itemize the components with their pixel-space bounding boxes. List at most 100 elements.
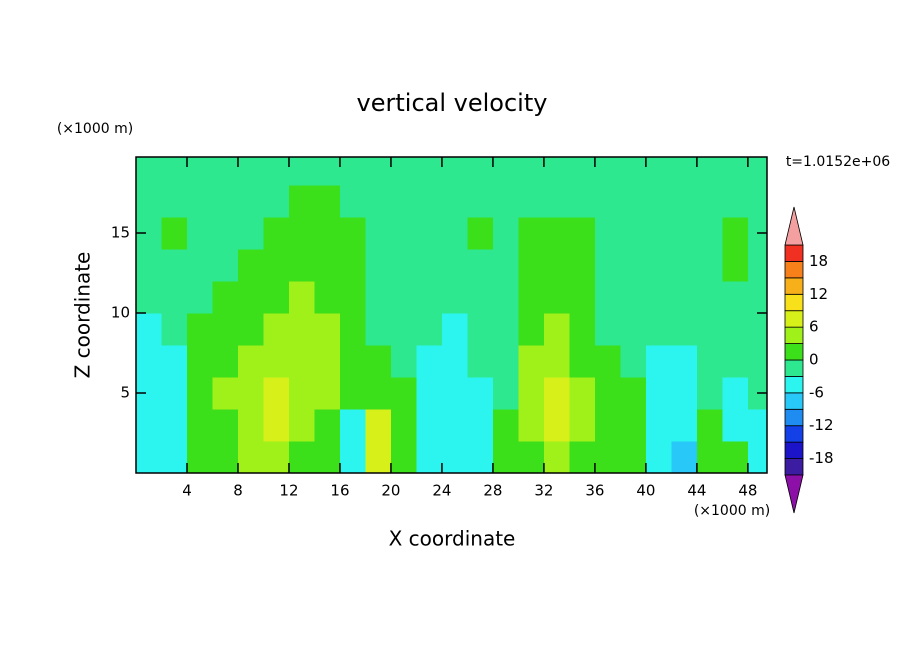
contour-cell bbox=[288, 249, 315, 282]
x-tick-label: 40 bbox=[636, 482, 655, 500]
x-tick-label: 8 bbox=[233, 482, 243, 500]
contour-cell bbox=[237, 185, 264, 218]
contour-cell bbox=[492, 313, 519, 346]
contour-cell bbox=[441, 409, 468, 442]
contour-cell bbox=[696, 441, 723, 473]
contour-cell bbox=[645, 409, 672, 442]
contour-cell bbox=[390, 345, 417, 378]
colorbar-box bbox=[784, 408, 804, 427]
contour-cell bbox=[212, 441, 239, 473]
contour-cell bbox=[467, 345, 494, 378]
contour-cell bbox=[288, 441, 315, 473]
contour-cell bbox=[212, 281, 239, 314]
contour-cell bbox=[390, 157, 417, 186]
contour-cell bbox=[492, 157, 519, 186]
colorbar-tick-label: 0 bbox=[809, 351, 819, 369]
contour-cell bbox=[390, 249, 417, 282]
contour-cell bbox=[594, 185, 621, 218]
contour-cell bbox=[569, 281, 596, 314]
contour-cell bbox=[620, 185, 647, 218]
contour-cell bbox=[543, 281, 570, 314]
contour-cell bbox=[722, 409, 749, 442]
contour-cell bbox=[365, 377, 392, 410]
y-tick-label: 10 bbox=[111, 304, 130, 322]
contour-cell bbox=[569, 157, 596, 186]
contour-cell bbox=[543, 377, 570, 410]
contour-cell bbox=[416, 313, 443, 346]
contour-cell bbox=[722, 217, 749, 250]
contour-cell bbox=[365, 313, 392, 346]
contour-cell bbox=[136, 157, 162, 186]
contour-cell bbox=[390, 185, 417, 218]
contour-field bbox=[136, 157, 767, 473]
contour-cell bbox=[569, 441, 596, 473]
contour-cell bbox=[314, 441, 341, 473]
contour-cell bbox=[161, 281, 188, 314]
contour-cell bbox=[722, 185, 749, 218]
chart-title: vertical velocity bbox=[357, 89, 548, 117]
contour-cell bbox=[467, 313, 494, 346]
contour-cell bbox=[288, 217, 315, 250]
contour-cell bbox=[339, 409, 366, 442]
contour-cell bbox=[696, 157, 723, 186]
contour-cell bbox=[722, 157, 749, 186]
contour-cell bbox=[441, 217, 468, 250]
contour-cell bbox=[518, 377, 545, 410]
contour-cell bbox=[696, 377, 723, 410]
contour-cell bbox=[212, 157, 239, 186]
contour-cell bbox=[543, 157, 570, 186]
contour-cell bbox=[671, 217, 698, 250]
contour-cell bbox=[747, 281, 767, 314]
contour-cell bbox=[339, 281, 366, 314]
colorbar-tick-label: 12 bbox=[809, 285, 828, 303]
contour-cell bbox=[365, 345, 392, 378]
contour-cell bbox=[136, 409, 162, 442]
contour-cell bbox=[365, 281, 392, 314]
contour-cell bbox=[136, 249, 162, 282]
y-tick-label: 5 bbox=[120, 384, 130, 402]
contour-cell bbox=[212, 185, 239, 218]
contour-cell bbox=[645, 157, 672, 186]
contour-cell bbox=[136, 441, 162, 473]
contour-cell bbox=[390, 281, 417, 314]
contour-cell bbox=[696, 281, 723, 314]
contour-cell bbox=[696, 185, 723, 218]
contour-cell bbox=[696, 217, 723, 250]
contour-cell bbox=[263, 377, 290, 410]
contour-cell bbox=[467, 377, 494, 410]
contour-cell bbox=[671, 441, 698, 473]
contour-cell bbox=[339, 345, 366, 378]
contour-cell bbox=[416, 217, 443, 250]
x-tick-label: 28 bbox=[483, 482, 502, 500]
contour-cell bbox=[263, 345, 290, 378]
contour-cell bbox=[747, 409, 767, 442]
colorbar-box bbox=[784, 277, 804, 295]
contour-cell bbox=[594, 377, 621, 410]
contour-cell bbox=[518, 345, 545, 378]
contour-cell bbox=[722, 441, 749, 473]
contour-cell bbox=[620, 377, 647, 410]
contour-cell bbox=[161, 409, 188, 442]
contour-cell bbox=[543, 409, 570, 442]
contour-cell bbox=[212, 217, 239, 250]
contour-cell bbox=[186, 157, 213, 186]
contour-cell bbox=[467, 157, 494, 186]
contour-cell bbox=[390, 409, 417, 442]
contour-cell bbox=[314, 217, 341, 250]
contour-cell bbox=[747, 157, 767, 186]
x-tick-label: 32 bbox=[534, 482, 553, 500]
contour-cell bbox=[722, 313, 749, 346]
contour-cell bbox=[594, 409, 621, 442]
colorbar-over bbox=[784, 206, 804, 246]
contour-cell bbox=[543, 217, 570, 250]
contour-cell bbox=[518, 157, 545, 186]
colorbar-tick-label: -12 bbox=[809, 416, 834, 434]
contour-cell bbox=[416, 281, 443, 314]
contour-cell bbox=[518, 185, 545, 218]
contour-cell bbox=[671, 185, 698, 218]
contour-cell bbox=[671, 281, 698, 314]
contour-cell bbox=[543, 249, 570, 282]
colorbar-box bbox=[784, 458, 804, 476]
contour-cell bbox=[161, 217, 188, 250]
contour-cell bbox=[186, 313, 213, 346]
